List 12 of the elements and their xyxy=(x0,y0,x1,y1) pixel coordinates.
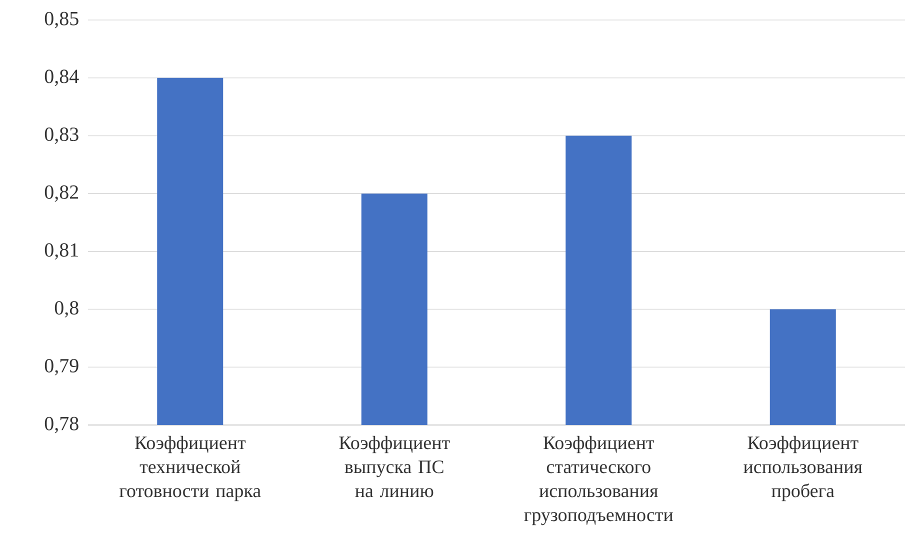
x-tick-label: Коэффициент технической готовности парка xyxy=(119,436,261,502)
x-tick-label: Коэффициент статического использования грузоподъемности xyxy=(524,436,673,526)
y-tick-label: 0,81 xyxy=(44,243,78,260)
x-tick-label: Коэффициент выпуска ПС на линию xyxy=(339,436,450,498)
y-tick-label: 0,78 xyxy=(44,416,78,434)
y-tick-label: 0,83 xyxy=(44,128,78,144)
y-tick-label: 0,84 xyxy=(44,70,79,86)
x-tick-label: Коэффициент использования пробега xyxy=(744,436,862,502)
y-tick-label: 0,8 xyxy=(54,301,78,318)
y-tick-label: 0,79 xyxy=(44,358,78,376)
y-tick-label: 0,85 xyxy=(44,12,78,28)
y-tick-label: 0,82 xyxy=(44,185,78,202)
